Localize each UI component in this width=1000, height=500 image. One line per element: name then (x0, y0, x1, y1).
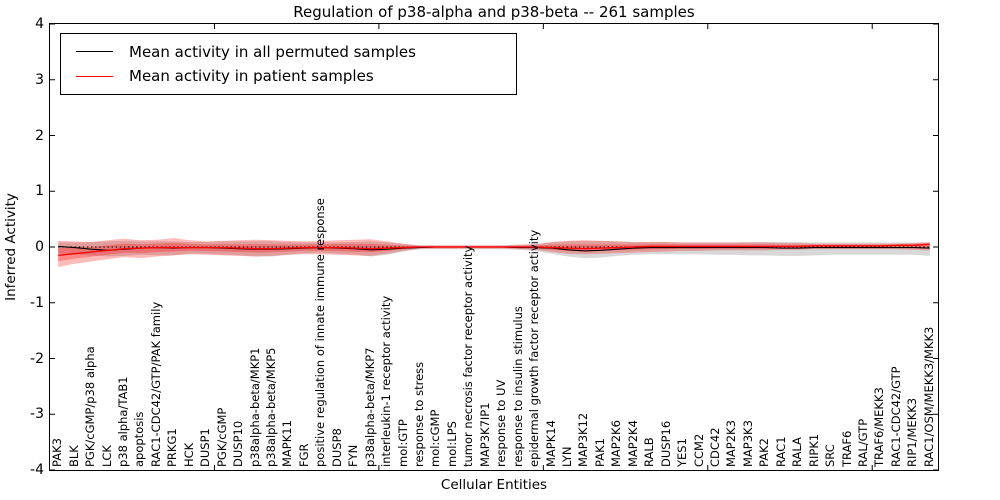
legend-entry-permuted: Mean activity in all permuted samples (61, 43, 516, 61)
x-category-label: mol:LPS (444, 421, 459, 467)
y-tick-label: -3 (30, 406, 44, 423)
x-category-label: PGK/cGMP (214, 407, 229, 467)
x-category-label: response to UV (494, 379, 509, 467)
x-category-label: p38alpha-beta/MKP5 (264, 347, 278, 467)
x-category-label: MAPK11 (280, 420, 295, 467)
chart-canvas (50, 24, 938, 470)
x-category-label: DUSP10 (231, 420, 246, 467)
x-category-label: PAK1 (592, 438, 607, 467)
x-category-label: CCM2 (691, 433, 706, 467)
x-category-label: response to insulin stimulus (510, 306, 525, 467)
y-tick-label: 0 (35, 239, 44, 255)
chart-title: Regulation of p38-alpha and p38-beta -- … (293, 3, 695, 21)
x-category-label: MAP3K3 (740, 420, 755, 467)
legend-entry-patient: Mean activity in patient samples (61, 67, 516, 85)
patient-line-swatch-icon (76, 75, 113, 77)
legend: Mean activity in all permuted samples Me… (60, 33, 517, 95)
x-category-label: mol:cGMP (428, 409, 443, 467)
x-category-label: MAP3K12 (576, 412, 591, 467)
x-category-label: mol:GTP (395, 419, 410, 467)
x-category-label: p38alpha-beta/MKP1 (247, 347, 262, 467)
x-category-label: RAC1-CDC42/GTP (888, 366, 903, 467)
y-tick-label: 2 (35, 127, 44, 144)
x-category-label: PAK3 (50, 438, 65, 467)
y-tick-label: -4 (30, 462, 44, 478)
x-category-label: BLK (66, 445, 81, 467)
y-tick-label: -2 (30, 350, 44, 367)
x-category-label: FGR (296, 443, 311, 467)
x-category-label: epidermal growth factor receptor activit… (527, 229, 542, 467)
x-category-label: response to stress (412, 361, 426, 467)
x-category-label: RIPK1 (806, 433, 821, 467)
x-category-label: MAP2K4 (625, 420, 640, 467)
x-category-label: PGK/cGMP/p38 alpha (83, 346, 98, 467)
x-category-label: DUSP1 (198, 428, 213, 467)
legend-label-patient: Mean activity in patient samples (129, 67, 374, 86)
x-category-label: p38 alpha/TAB1 (116, 376, 130, 467)
x-category-label: RAC1 (773, 436, 788, 467)
x-category-label: tumor necrosis factor receptor activity (461, 245, 476, 467)
x-category-label: CDC42 (708, 427, 722, 467)
y-tick-label: 1 (35, 183, 44, 200)
x-category-label: HCK (181, 442, 196, 467)
y-tick-label: -1 (30, 294, 44, 311)
x-category-label: RAL/GTP (856, 418, 870, 467)
x-category-label: DUSP16 (658, 420, 673, 467)
x-category-label: SRC (823, 444, 838, 467)
x-category-label: YES1 (675, 438, 690, 467)
x-category-label: LCK (99, 445, 114, 467)
x-axis-label: Cellular Entities (440, 477, 548, 493)
x-category-label: RAC1/OSM/MEKK3/MKK3 (921, 326, 936, 467)
x-category-label: TRAF6/MEKK3 (872, 387, 887, 467)
plot-area (49, 23, 939, 471)
x-category-label: MAP3K7IP1 (477, 402, 492, 467)
legend-label-permuted: Mean activity in all permuted samples (129, 42, 416, 61)
x-category-label: FYN (346, 444, 361, 467)
y-tick-label: 4 (35, 16, 44, 32)
permuted-samples-band (58, 240, 930, 259)
x-category-label: RALB (642, 437, 657, 467)
x-category-label: MAP2K3 (724, 420, 739, 467)
x-category-label: RIP1/MEKK3 (905, 397, 920, 467)
x-category-label: MAP2K6 (609, 420, 624, 467)
x-category-label: RALA (790, 437, 805, 467)
x-category-label: RAC1-CDC42/GTP/PAK family (148, 301, 163, 467)
permuted-line-swatch-icon (76, 51, 113, 53)
patient-samples-band (58, 238, 930, 268)
x-category-label: positive regulation of innate immune res… (313, 198, 328, 467)
x-category-label: PRKG1 (165, 428, 180, 467)
x-category-label: p38alpha-beta/MKP7 (362, 347, 377, 467)
x-category-label: TRAF6 (839, 430, 854, 467)
x-category-label: apoptosis (132, 411, 147, 467)
x-category-label: interleukin-1 receptor activity (379, 295, 394, 467)
x-category-label: LYN (560, 446, 574, 467)
x-category-label: MAPK14 (543, 420, 558, 467)
y-tick-label: 3 (35, 71, 44, 88)
patient-mean-line (58, 243, 930, 257)
x-category-label: DUSP8 (329, 428, 344, 467)
x-category-label: PAK2 (757, 438, 772, 467)
